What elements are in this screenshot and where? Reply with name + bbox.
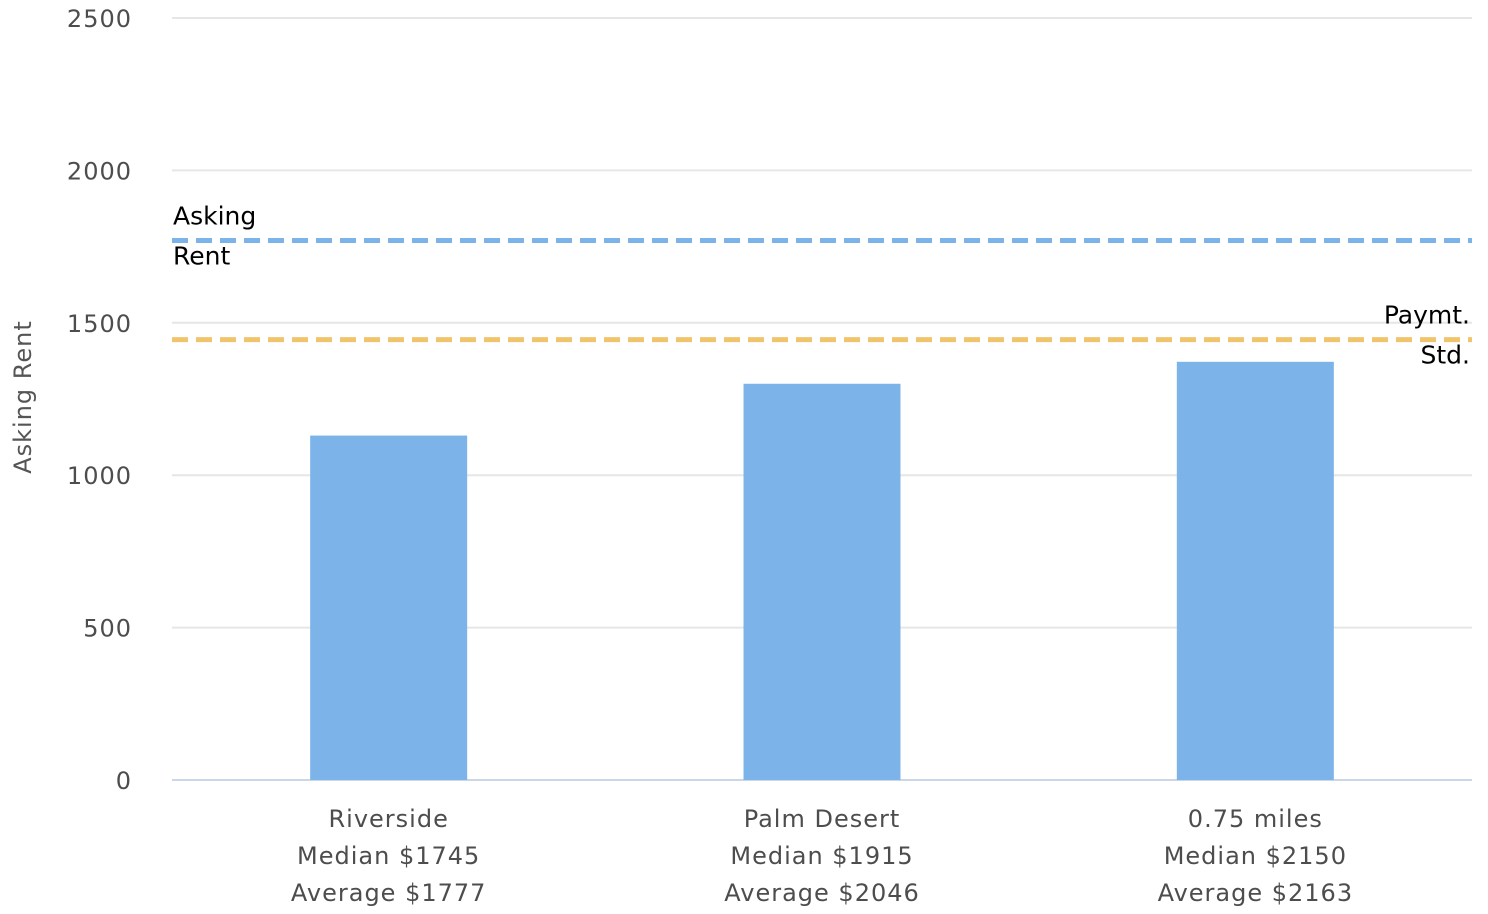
bar [1176,361,1334,780]
y-tick-label: 2500 [67,5,132,33]
x-category-label: Average $2163 [1158,879,1354,907]
x-category-label: Median $2150 [1164,842,1347,870]
x-axis-categories: Riverside Median $1745 Average $1777 Palm D… [291,805,1354,907]
reference-line-label: Std. [1421,341,1471,370]
y-tick-label: 2000 [67,157,132,185]
y-tick-label: 1500 [67,310,132,338]
y-tick-label: 500 [83,615,132,643]
bar [310,435,468,780]
y-tick-label: 0 [116,767,132,795]
y-axis-ticks: 0 500 1000 1500 2000 2500 [67,5,132,795]
reference-line-label: Asking [173,202,256,231]
bars [310,361,1334,780]
bar [743,383,901,780]
reference-lines: Asking Rent Paymt. Std. [172,202,1472,370]
x-category-label: Riverside [328,805,448,833]
y-axis-title: Asking Rent [9,320,37,474]
y-tick-label: 1000 [67,462,132,490]
x-category-label: Palm Desert [744,805,901,833]
x-category-label: Median $1745 [297,842,480,870]
x-category-label: Average $2046 [724,879,920,907]
x-category-label: 0.75 miles [1188,805,1323,833]
x-category-label: Median $1915 [730,842,913,870]
reference-line-label: Rent [173,242,230,271]
x-category-label: Average $1777 [291,879,487,907]
reference-line-label: Paymt. [1384,301,1470,330]
